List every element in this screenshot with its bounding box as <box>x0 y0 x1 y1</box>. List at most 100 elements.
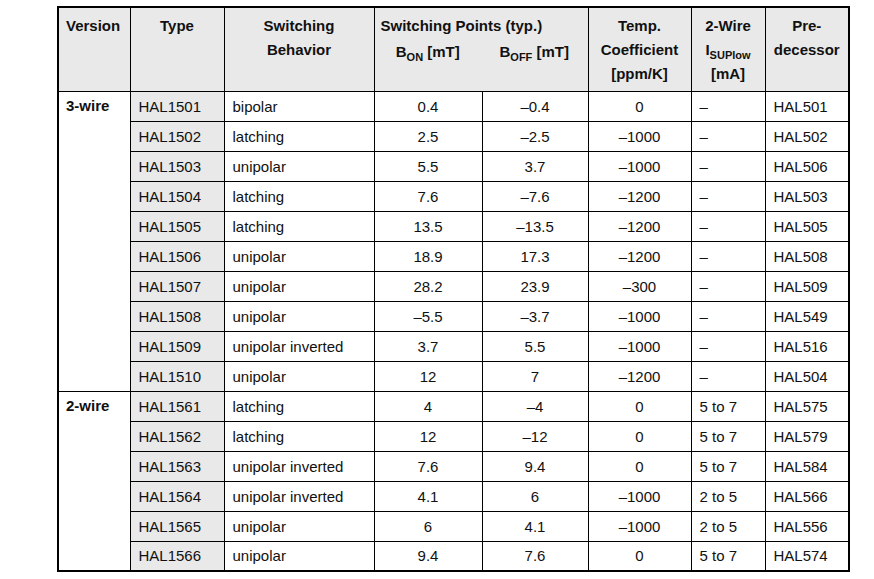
table-row: HAL1509unipolar inverted3.75.5–1000–HAL5… <box>58 331 849 361</box>
table-header: Version Type Switching Behavior Switchin… <box>58 7 849 91</box>
bon-value-cell: 6 <box>374 511 482 541</box>
behavior-cell: unipolar <box>224 361 374 391</box>
header-version-label: Version <box>66 17 120 34</box>
temp-coeff-cell: 0 <box>588 451 691 481</box>
table-row: 3-wireHAL1501bipolar0.4–0.40–HAL501 <box>58 91 849 121</box>
isup-cell: 5 to 7 <box>691 541 765 571</box>
header-temp-line1: Temp. <box>593 14 687 38</box>
boff-value-cell: –2.5 <box>482 121 588 151</box>
predecessor-cell: HAL501 <box>765 91 849 121</box>
boff-value-cell: 23.9 <box>482 271 588 301</box>
temp-coeff-cell: –1000 <box>588 331 691 361</box>
predecessor-cell: HAL505 <box>765 211 849 241</box>
behavior-cell: latching <box>224 121 374 151</box>
bon-value-cell: 18.9 <box>374 241 482 271</box>
temp-coeff-cell: –1000 <box>588 511 691 541</box>
bon-value-cell: 5.5 <box>374 151 482 181</box>
header-predecessor: Pre- decessor <box>765 7 849 91</box>
header-points-sublabels: BON [mT] BOFF [mT] <box>375 40 588 64</box>
temp-coeff-cell: –1000 <box>588 121 691 151</box>
boff-value-cell: 5.5 <box>482 331 588 361</box>
behavior-cell: unipolar <box>224 511 374 541</box>
type-cell: HAL1506 <box>130 241 224 271</box>
bon-value-cell: 13.5 <box>374 211 482 241</box>
header-boff-label: BOFF [mT] <box>481 40 588 64</box>
isup-cell: 2 to 5 <box>691 481 765 511</box>
boff-value-cell: 3.7 <box>482 151 588 181</box>
bon-value-cell: 28.2 <box>374 271 482 301</box>
bon-value-cell: 3.7 <box>374 331 482 361</box>
isup-cell: – <box>691 151 765 181</box>
boff-value-cell: 9.4 <box>482 451 588 481</box>
behavior-cell: unipolar <box>224 271 374 301</box>
temp-coeff-cell: 0 <box>588 421 691 451</box>
boff-value-cell: –7.6 <box>482 181 588 211</box>
boff-value-cell: –0.4 <box>482 91 588 121</box>
header-points-title: Switching Points (typ.) <box>375 14 588 38</box>
isup-cell: 5 to 7 <box>691 421 765 451</box>
type-cell: HAL1502 <box>130 121 224 151</box>
behavior-cell: latching <box>224 421 374 451</box>
version-cell: 3-wire <box>58 91 130 391</box>
version-cell: 2-wire <box>58 391 130 571</box>
header-2wire-line1: 2-Wire <box>696 14 761 38</box>
isup-cell: – <box>691 91 765 121</box>
predecessor-cell: HAL506 <box>765 151 849 181</box>
behavior-cell: unipolar <box>224 151 374 181</box>
table-row: HAL1565unipolar64.1–10002 to 5HAL556 <box>58 511 849 541</box>
predecessor-cell: HAL508 <box>765 241 849 271</box>
header-bon-label: BON [mT] <box>375 40 482 64</box>
datasheet-table-container: Version Type Switching Behavior Switchin… <box>57 6 850 572</box>
type-cell: HAL1509 <box>130 331 224 361</box>
predecessor-cell: HAL509 <box>765 271 849 301</box>
sensor-types-table: Version Type Switching Behavior Switchin… <box>57 6 850 572</box>
temp-coeff-cell: –1200 <box>588 361 691 391</box>
table-row: HAL1564unipolar inverted4.16–10002 to 5H… <box>58 481 849 511</box>
behavior-cell: latching <box>224 181 374 211</box>
header-isup-unit: [mA] <box>696 62 761 86</box>
behavior-cell: unipolar <box>224 241 374 271</box>
bon-value-cell: 4 <box>374 391 482 421</box>
boff-value-cell: 4.1 <box>482 511 588 541</box>
isup-cell: – <box>691 361 765 391</box>
boff-value-cell: 17.3 <box>482 241 588 271</box>
header-pred-line2: decessor <box>770 38 845 62</box>
isup-cell: 5 to 7 <box>691 391 765 421</box>
isup-cell: – <box>691 241 765 271</box>
temp-coeff-cell: –1200 <box>588 181 691 211</box>
boff-value-cell: 7 <box>482 361 588 391</box>
bon-value-cell: –5.5 <box>374 301 482 331</box>
table-row: HAL1510unipolar127–1200–HAL504 <box>58 361 849 391</box>
type-cell: HAL1504 <box>130 181 224 211</box>
temp-coeff-cell: –1000 <box>588 301 691 331</box>
temp-coeff-cell: –1200 <box>588 241 691 271</box>
bon-value-cell: 2.5 <box>374 121 482 151</box>
header-switching-behavior: Switching Behavior <box>224 7 374 91</box>
header-pred-line1: Pre- <box>770 14 845 38</box>
isup-cell: 5 to 7 <box>691 451 765 481</box>
header-behavior-line2: Behavior <box>229 38 370 62</box>
behavior-cell: bipolar <box>224 91 374 121</box>
bon-value-cell: 12 <box>374 421 482 451</box>
table-row: HAL1502latching2.5–2.5–1000–HAL502 <box>58 121 849 151</box>
predecessor-cell: HAL502 <box>765 121 849 151</box>
predecessor-cell: HAL556 <box>765 511 849 541</box>
temp-coeff-cell: –300 <box>588 271 691 301</box>
header-temp-line3: [ppm/K] <box>593 62 687 86</box>
predecessor-cell: HAL574 <box>765 541 849 571</box>
boff-value-cell: –3.7 <box>482 301 588 331</box>
bon-value-cell: 12 <box>374 361 482 391</box>
bon-value-cell: 4.1 <box>374 481 482 511</box>
table-row: HAL1508unipolar–5.5–3.7–1000–HAL549 <box>58 301 849 331</box>
predecessor-cell: HAL566 <box>765 481 849 511</box>
behavior-cell: unipolar <box>224 301 374 331</box>
type-cell: HAL1505 <box>130 211 224 241</box>
predecessor-cell: HAL584 <box>765 451 849 481</box>
behavior-cell: unipolar <box>224 541 374 571</box>
isup-cell: 2 to 5 <box>691 511 765 541</box>
header-2wire-isup: 2-Wire ISUPlow [mA] <box>691 7 765 91</box>
boff-value-cell: –4 <box>482 391 588 421</box>
type-cell: HAL1565 <box>130 511 224 541</box>
predecessor-cell: HAL575 <box>765 391 849 421</box>
type-cell: HAL1503 <box>130 151 224 181</box>
